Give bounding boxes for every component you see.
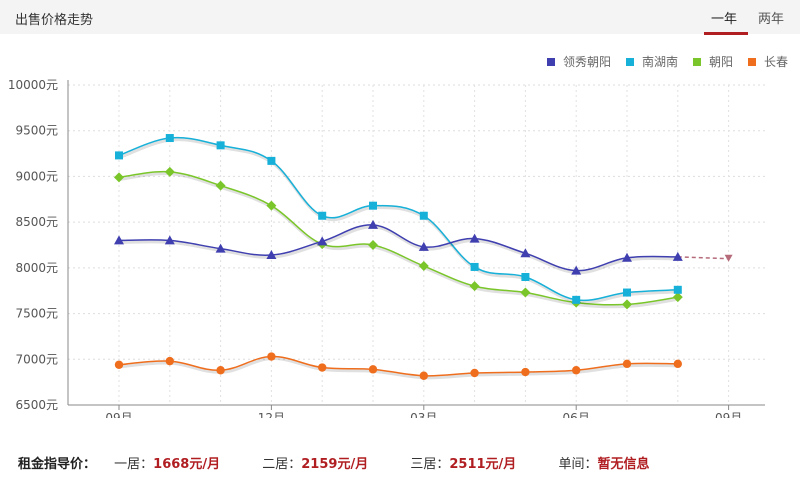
y-tick-label: 6500元 [15,398,58,412]
series-line-shadow [119,172,680,309]
x-tick-label: 09月 [105,411,132,418]
data-point [623,288,631,297]
rent-item-name: 单间： [558,457,598,472]
data-point [571,265,582,275]
data-point [165,356,174,366]
y-tick-label: 8500元 [15,215,58,229]
data-point [419,371,428,380]
y-tick-label: 10000元 [8,78,58,92]
tab-one-year[interactable]: 一年 [711,12,738,27]
x-tick-label: 06月 [563,411,590,418]
rent-item-name: 三居： [410,457,450,472]
series-line [118,224,678,272]
data-point [114,360,124,369]
data-point [419,211,428,220]
y-tick-label: 9500元 [15,124,58,138]
data-point [115,151,123,160]
data-point [673,285,682,294]
data-point [418,261,429,272]
rent-item-single-room: 单间：暂无信息 [558,453,649,472]
data-point [673,359,682,369]
data-point [622,359,632,369]
data-point [215,243,226,253]
data-point [267,156,276,165]
legend-label: 长春 [764,55,788,69]
data-point [216,141,225,150]
rent-item-three-room: 三居：2511元/月 [410,453,516,472]
data-point [672,251,683,261]
data-point [368,365,378,374]
rent-item-name: 一居： [114,457,154,472]
rent-item-value: 2511元/月 [449,457,517,472]
data-point [318,363,327,372]
data-point [164,235,175,245]
forecast-marker [724,254,733,262]
data-point [469,233,480,243]
data-point [266,200,277,211]
forecast-line [677,256,729,260]
header-title: 出售价格走势 [15,13,94,28]
data-point [520,287,531,298]
data-point [368,219,378,229]
data-point [368,240,378,250]
data-point [318,211,327,220]
rent-item-one-room: 一居：1668元/月 [114,453,220,472]
chart-header: 出售价格走势 一年 两年 [0,0,800,35]
data-point [470,368,479,378]
data-point [469,281,480,292]
data-point [215,180,226,191]
y-tick-label: 7500元 [15,307,58,321]
rent-item-value: 暂无信息 [597,457,650,472]
data-point [114,235,124,245]
rent-guide-label: 租金指导价： [18,457,97,472]
data-point [572,295,581,304]
legend-label: 南湖南 [642,54,678,69]
data-point [267,352,276,361]
rent-item-name: 二居： [262,457,302,472]
series-line [118,136,678,302]
data-point [114,172,124,183]
data-point [622,299,632,310]
tab-two-years[interactable]: 两年 [758,12,785,27]
legend-swatch [547,58,555,66]
rent-item-value: 2159元/月 [301,457,369,472]
data-point [572,366,581,375]
rent-item-two-room: 二居：2159元/月 [262,453,368,472]
x-tick-label: 09月 [715,411,742,418]
series-line-shadow [119,225,679,275]
data-point [216,366,225,375]
y-tick-label: 7000元 [15,352,58,366]
data-point [369,201,377,210]
rent-guide: 租金指导价： 一居：1668元/月 二居：2159元/月 三居：2511元/月 … [18,453,687,472]
data-point [418,241,429,251]
data-point [317,236,328,246]
x-tick-label: 03月 [410,411,437,418]
x-tick-label: 12月 [258,411,285,418]
active-tab-indicator [704,32,748,35]
series-line-shadow [119,138,679,304]
data-point [266,250,277,260]
legend-label: 朝阳 [709,55,733,69]
data-point [520,248,531,258]
y-tick-label: 8000元 [15,261,58,275]
data-point [164,166,175,177]
data-point [622,252,632,262]
data-point [672,292,683,303]
rent-item-value: 1668元/月 [153,457,221,472]
data-point [521,273,530,281]
y-tick-label: 9000元 [15,169,58,183]
data-point [165,134,174,143]
legend-label: 领秀朝阳 [563,55,611,69]
legend-swatch [626,58,634,66]
data-point [521,367,530,377]
legend-swatch [693,58,701,66]
data-point [470,262,479,271]
legend-swatch [748,58,756,66]
price-trend-chart: 10000元 9500元 9000元 8500元 8000元 7500元 7000元 6500… [8,54,788,418]
series-line [118,355,678,377]
